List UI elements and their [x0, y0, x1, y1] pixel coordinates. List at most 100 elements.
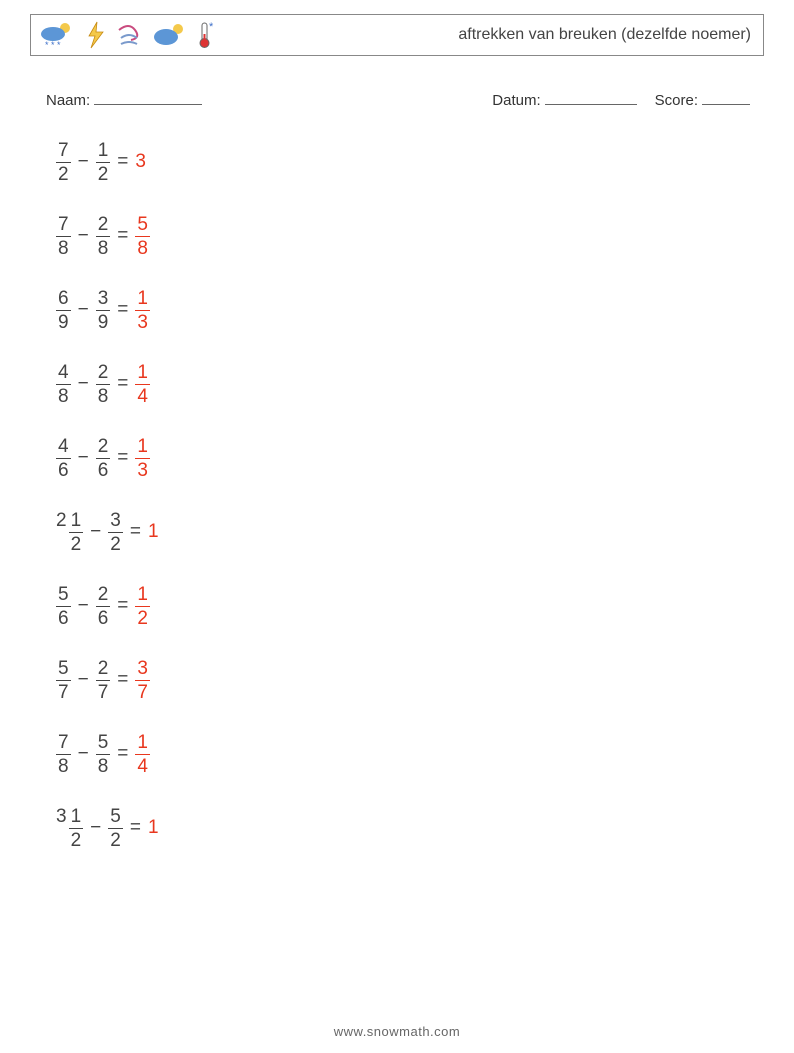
minus-operator: −	[78, 743, 89, 765]
problem-row: 69−39 = 13	[56, 288, 159, 332]
denominator: 6	[56, 459, 71, 480]
problem-row: 78−28=58	[56, 214, 159, 258]
fraction: 13	[135, 289, 150, 332]
denominator: 2	[108, 829, 123, 850]
denominator: 8	[56, 237, 71, 258]
fraction: 69	[56, 289, 71, 332]
equals-sign: =	[117, 373, 128, 395]
equals-sign: =	[117, 669, 128, 691]
denominator: 2	[69, 829, 84, 850]
integer-answer: 1	[148, 817, 159, 838]
numerator: 1	[135, 437, 150, 458]
denominator: 6	[96, 607, 111, 628]
fraction: 39	[96, 289, 111, 332]
numerator: 1	[135, 585, 150, 606]
denominator: 2	[108, 533, 123, 554]
fraction: 56	[56, 585, 71, 628]
denominator: 3	[135, 459, 150, 480]
numerator: 1	[96, 141, 111, 162]
integer-answer: 3	[135, 151, 146, 172]
denominator: 2	[135, 607, 150, 628]
name-blank[interactable]	[94, 104, 202, 105]
denominator: 7	[56, 681, 71, 702]
lightning-icon	[83, 20, 109, 50]
answer: 13	[135, 288, 150, 332]
fraction: 46	[56, 437, 71, 480]
numerator: 3	[108, 511, 123, 532]
answer: 37	[135, 658, 150, 702]
problem-row: 57−27=37	[56, 658, 159, 702]
problems-list: 72−12=378−28=5869−39=1348−28=1446−26=132…	[56, 140, 159, 850]
minus-operator: −	[78, 595, 89, 617]
numerator: 2	[96, 585, 111, 606]
fraction: 28	[96, 363, 111, 406]
svg-text:*: *	[209, 21, 214, 33]
problem-row: 312−52=1	[56, 806, 159, 850]
minus-operator: −	[78, 669, 89, 691]
minus-operator: −	[78, 151, 89, 173]
denominator: 8	[96, 755, 111, 776]
fraction: 13	[135, 437, 150, 480]
numerator: 2	[96, 437, 111, 458]
equals-sign: =	[117, 225, 128, 247]
equals-sign: =	[117, 595, 128, 617]
worksheet-title: aftrekken van breuken (dezelfde noemer)	[219, 26, 755, 44]
date-label: Datum:	[492, 92, 540, 109]
numerator: 7	[56, 141, 71, 162]
minus-operator: −	[78, 447, 89, 469]
denominator: 6	[56, 607, 71, 628]
denominator: 7	[135, 681, 150, 702]
fraction: 58	[135, 215, 150, 258]
integer-answer: 1	[148, 521, 159, 542]
numerator: 7	[56, 733, 71, 754]
denominator: 7	[96, 681, 111, 702]
problem-row: 212−32=1	[56, 510, 159, 554]
fraction: 14	[135, 363, 150, 406]
equals-sign: =	[130, 817, 141, 839]
problem-row: 56−26=12	[56, 584, 159, 628]
numerator: 7	[56, 215, 71, 236]
fraction: 37	[135, 659, 150, 702]
answer: 12	[135, 584, 150, 628]
equals-sign: =	[117, 151, 128, 173]
fraction: 58	[96, 733, 111, 776]
denominator: 8	[56, 385, 71, 406]
answer: 1	[148, 817, 159, 839]
answer: 14	[135, 732, 150, 776]
cloud-moon-icon	[151, 20, 189, 50]
fraction: 48	[56, 363, 71, 406]
score-blank[interactable]	[702, 104, 750, 105]
denominator: 2	[56, 163, 71, 184]
fraction: 12	[135, 585, 150, 628]
fraction: 28	[96, 215, 111, 258]
answer: 58	[135, 214, 150, 258]
numerator: 5	[56, 659, 71, 680]
denominator: 3	[135, 311, 150, 332]
whole-part: 3	[56, 806, 67, 827]
denominator: 8	[96, 385, 111, 406]
worksheet-header: * * * * aftrekken van breuken (dezelfde …	[30, 14, 764, 56]
denominator: 8	[56, 755, 71, 776]
problem-row: 72−12=3	[56, 140, 159, 184]
problem-row: 46−26=13	[56, 436, 159, 480]
equals-sign: =	[117, 743, 128, 765]
numerator: 5	[135, 215, 150, 236]
date-blank[interactable]	[545, 104, 637, 105]
denominator: 6	[96, 459, 111, 480]
fraction: 27	[96, 659, 111, 702]
fraction: 14	[135, 733, 150, 776]
numerator: 4	[56, 437, 71, 458]
wind-icon	[115, 20, 145, 50]
footer-link[interactable]: www.snowmath.com	[0, 1024, 794, 1039]
name-label: Naam:	[46, 92, 90, 109]
denominator: 2	[69, 533, 84, 554]
denominator: 8	[96, 237, 111, 258]
fraction: 26	[96, 437, 111, 480]
numerator: 1	[135, 363, 150, 384]
fraction: 12	[69, 511, 84, 554]
equals-sign: =	[117, 299, 128, 321]
fraction: 26	[96, 585, 111, 628]
minus-operator: −	[78, 299, 89, 321]
denominator: 8	[135, 237, 150, 258]
equals-sign: =	[130, 521, 141, 543]
